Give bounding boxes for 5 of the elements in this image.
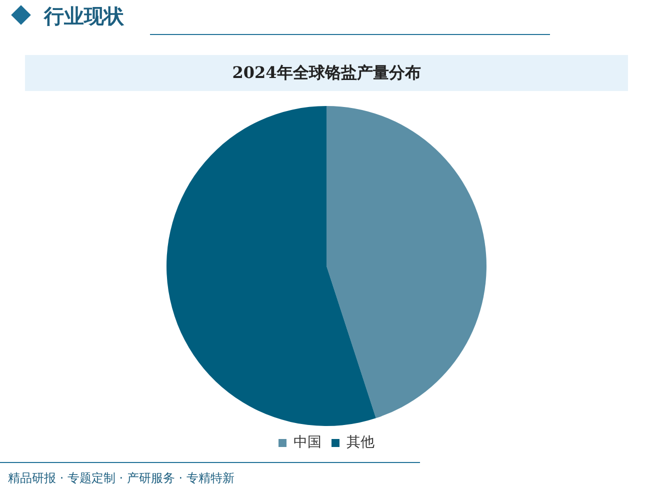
legend-label: 中国	[294, 434, 322, 451]
text: 行业现状	[44, 3, 124, 30]
chart-title: 2024年全球铬盐产量分布	[25, 55, 628, 91]
legend-label: 其他	[346, 434, 374, 451]
text: 精品研报 · 专题定制 · 产研服务 · 专精特新	[8, 470, 234, 487]
